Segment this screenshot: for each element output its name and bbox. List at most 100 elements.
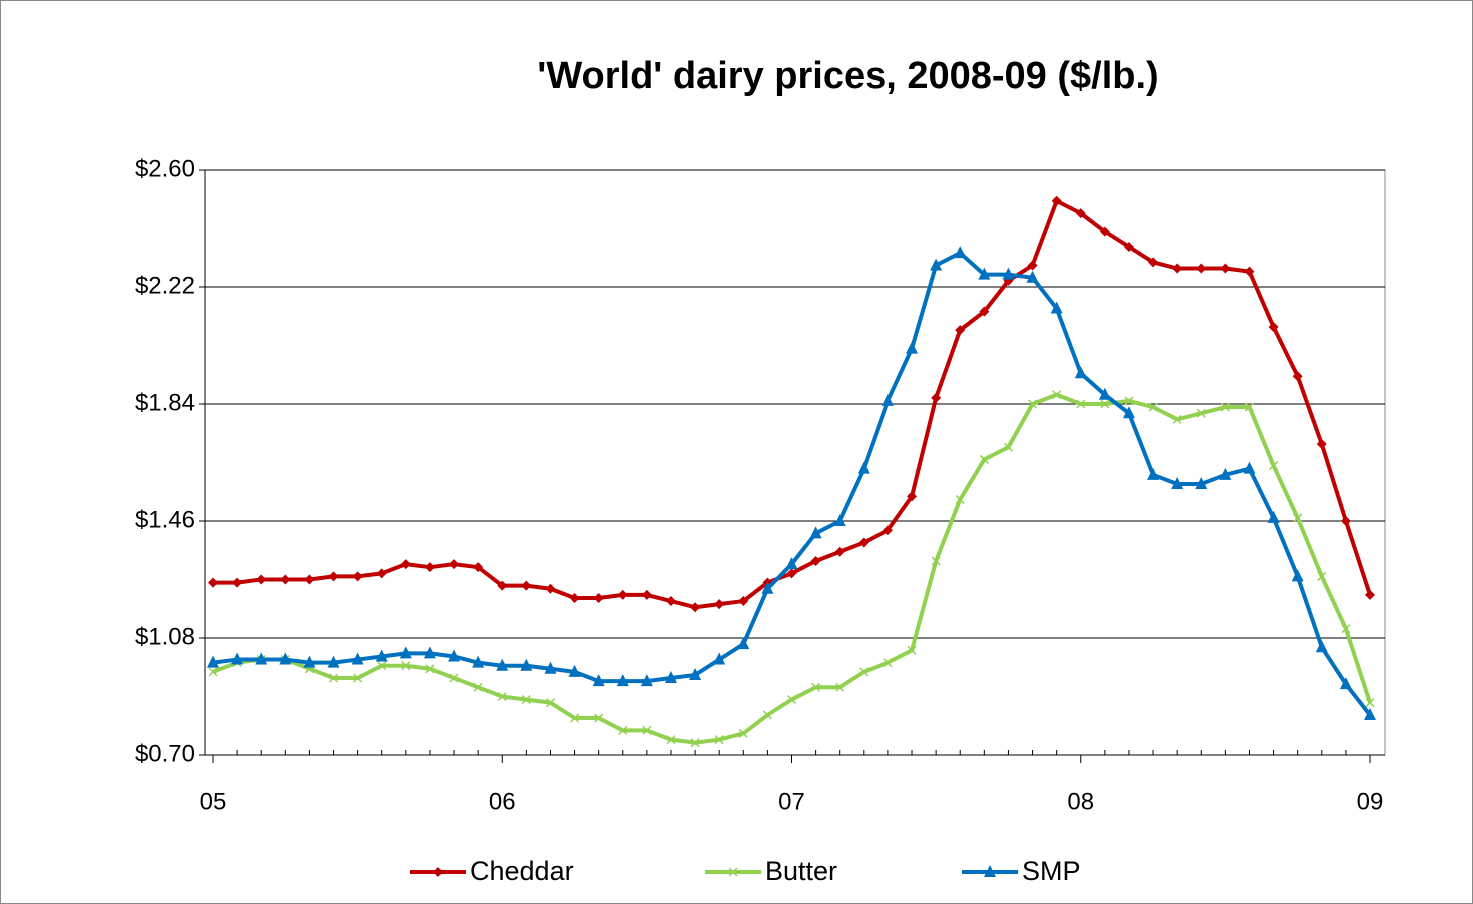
marker — [809, 526, 822, 539]
marker — [1219, 467, 1232, 480]
marker — [1076, 399, 1086, 409]
y-tick-label: $1.08 — [135, 623, 195, 650]
marker — [1100, 399, 1110, 409]
marker — [641, 589, 652, 600]
marker — [931, 392, 942, 403]
marker — [665, 596, 676, 607]
marker — [545, 583, 556, 594]
marker — [881, 393, 894, 406]
x-tick-label: 07 — [778, 788, 805, 815]
marker — [328, 571, 339, 582]
marker — [232, 577, 243, 588]
marker — [1292, 371, 1303, 382]
x-tick-label: 05 — [200, 788, 227, 815]
marker — [1293, 513, 1303, 523]
legend-label: Cheddar — [470, 856, 574, 886]
marker — [448, 649, 461, 662]
marker — [1365, 589, 1375, 600]
marker — [280, 574, 291, 585]
marker — [713, 652, 726, 665]
marker — [979, 454, 989, 464]
legend-item: Butter — [705, 856, 837, 886]
marker — [1172, 263, 1183, 274]
marker — [1172, 414, 1182, 424]
marker — [1339, 677, 1352, 690]
marker — [930, 258, 943, 271]
y-tick-label: $0.70 — [135, 740, 195, 767]
marker — [1315, 640, 1328, 653]
y-tick-label: $1.84 — [135, 389, 195, 416]
marker — [497, 580, 508, 591]
x-tick-label: 08 — [1067, 788, 1094, 815]
marker — [1196, 263, 1207, 274]
marker — [594, 713, 604, 723]
marker — [256, 574, 267, 585]
marker — [545, 698, 555, 708]
marker — [449, 673, 459, 683]
marker — [979, 306, 990, 317]
marker — [521, 580, 532, 591]
marker — [1003, 442, 1013, 452]
marker — [231, 652, 244, 665]
marker — [424, 562, 435, 573]
marker — [521, 695, 531, 705]
marker — [617, 589, 628, 600]
marker — [497, 691, 507, 702]
legend-label: SMP — [1022, 856, 1081, 886]
marker — [473, 562, 484, 573]
marker — [328, 673, 339, 683]
marker — [1075, 208, 1086, 219]
y-tick-label: $2.22 — [135, 272, 195, 299]
marker — [1316, 439, 1327, 450]
marker — [423, 646, 436, 659]
marker — [714, 599, 725, 610]
marker — [377, 661, 387, 671]
legend-label: Butter — [765, 856, 837, 886]
marker — [1269, 461, 1279, 471]
marker — [859, 667, 869, 677]
marker — [1220, 402, 1230, 412]
marker — [570, 713, 580, 723]
marker — [1171, 477, 1184, 490]
marker — [208, 577, 218, 588]
marker — [907, 645, 917, 655]
marker — [1220, 263, 1231, 274]
marker — [279, 652, 292, 665]
chart-title: 'World' dairy prices, 2008-09 ($/lb.) — [537, 55, 1158, 97]
marker — [835, 682, 845, 692]
marker — [376, 568, 387, 579]
marker — [473, 682, 483, 692]
marker — [353, 673, 363, 683]
marker — [786, 568, 797, 579]
marker — [666, 735, 676, 745]
marker — [351, 652, 364, 665]
marker — [907, 491, 918, 502]
marker — [1002, 267, 1015, 280]
x-tick-label: 09 — [1357, 788, 1384, 815]
marker — [664, 671, 677, 684]
marker — [954, 246, 967, 259]
marker — [955, 494, 965, 504]
marker — [618, 725, 628, 735]
marker — [984, 865, 996, 877]
marker — [399, 646, 412, 659]
marker — [520, 658, 533, 671]
marker — [714, 735, 724, 745]
marker — [1267, 510, 1280, 523]
marker — [1244, 402, 1255, 412]
marker — [1098, 387, 1111, 400]
marker — [616, 674, 629, 687]
marker — [593, 592, 604, 603]
marker — [1099, 226, 1110, 237]
y-tick-label: $1.46 — [135, 506, 195, 533]
marker — [1244, 266, 1255, 277]
marker — [352, 571, 363, 582]
marker — [327, 655, 340, 668]
marker — [955, 325, 966, 336]
marker — [642, 725, 652, 735]
marker — [544, 661, 557, 674]
marker — [1026, 270, 1039, 283]
marker — [303, 655, 316, 668]
marker — [1341, 624, 1351, 634]
